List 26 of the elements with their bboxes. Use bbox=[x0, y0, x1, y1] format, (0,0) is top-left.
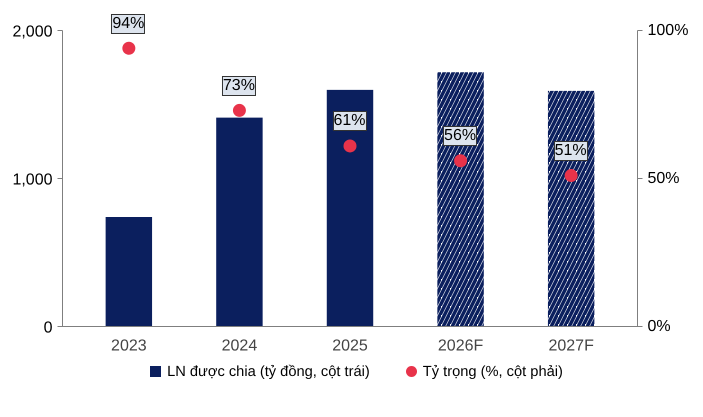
point bbox=[344, 139, 356, 152]
legend-label: LN được chia (tỷ đồng, cột trái) bbox=[166, 364, 370, 380]
point bbox=[564, 169, 578, 182]
data-label: 51% bbox=[554, 141, 588, 162]
data-label: 94% bbox=[111, 14, 146, 34]
y2-tick-label: 0% bbox=[648, 318, 671, 335]
x-tick-label: 2027F bbox=[548, 338, 594, 354]
point bbox=[454, 154, 468, 168]
legend-label: Tỷ trọng (%, cột phải) bbox=[422, 364, 563, 380]
data-label: 61% bbox=[332, 111, 367, 132]
data-label: 73% bbox=[222, 76, 256, 96]
data-label: 56% bbox=[443, 126, 478, 146]
bar bbox=[106, 216, 152, 326]
bar bbox=[326, 90, 374, 326]
y2-tick-label: 100% bbox=[648, 22, 688, 39]
point bbox=[122, 42, 136, 55]
x-tick-label: 2023 bbox=[111, 338, 147, 354]
y2-tick-label: 50% bbox=[648, 170, 680, 187]
x-tick-label: 2025 bbox=[332, 338, 368, 354]
x-tick-label: 2026F bbox=[438, 338, 484, 354]
y-tick-label: 2,000 bbox=[12, 24, 53, 40]
x-tick-label: 2024 bbox=[222, 338, 258, 354]
point bbox=[232, 104, 246, 117]
y-tick-label: 1,000 bbox=[12, 172, 53, 188]
bar bbox=[216, 118, 263, 326]
y-tick-label: 0 bbox=[44, 320, 53, 336]
